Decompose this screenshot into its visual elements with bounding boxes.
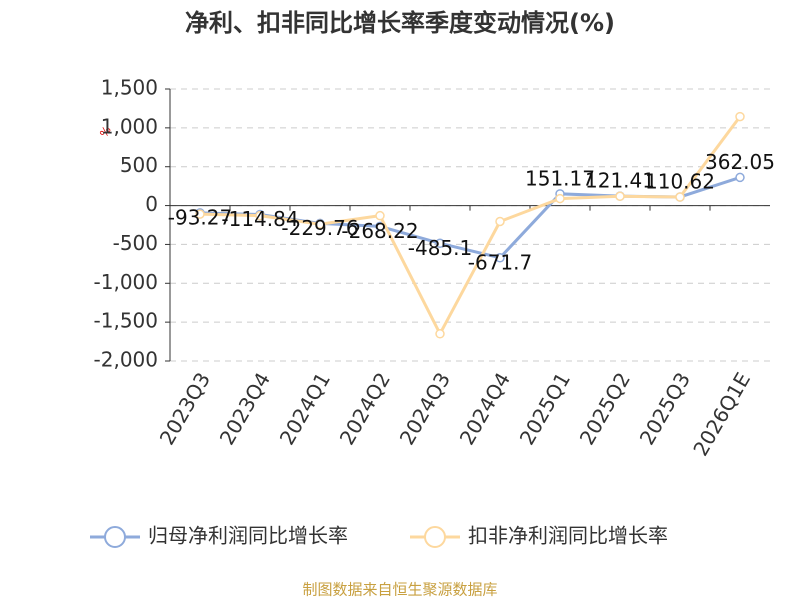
point [435, 238, 445, 249]
point [675, 192, 685, 202]
x-tick-label: 2025Q3 [635, 368, 695, 449]
legend-label: 归母净利润同比增长率 [148, 524, 348, 548]
y-tick-label: 1,500 [101, 76, 158, 100]
point [495, 253, 505, 263]
data-label: -485.1 [408, 236, 472, 260]
chart-title: 净利、扣非同比增长率季度变动情况(%) [185, 9, 615, 37]
legend-marker [424, 526, 446, 548]
point [435, 329, 445, 339]
y-tick-label: 500 [120, 153, 158, 177]
x-tick-label: 2023Q4 [215, 368, 275, 449]
y-tick-label: -1,000 [94, 270, 158, 294]
source-note: 制图数据来自恒生聚源数据库 [302, 581, 497, 599]
x-tick-label: 2026Q1E [688, 368, 755, 460]
point [495, 216, 505, 227]
x-tick-label: 2024Q1 [275, 368, 335, 449]
x-tick-label: 2025Q2 [575, 368, 635, 449]
y-tick-label: -1,500 [94, 309, 158, 333]
legend-marker [104, 526, 126, 548]
y-tick-label: 1,000 [101, 114, 158, 138]
data-label: 362.05 [705, 150, 775, 174]
data-label: 121.41 [585, 169, 655, 193]
data-label: -671.7 [468, 250, 532, 274]
data-label: -268.22 [341, 219, 418, 243]
point [615, 191, 625, 201]
point [375, 210, 385, 221]
series-line [199, 115, 742, 338]
x-tick-label: 2023Q3 [155, 368, 215, 449]
x-tick-label: 2025Q1 [515, 368, 575, 449]
data-label: -114.84 [221, 207, 298, 231]
y-tick-label: -2,000 [94, 348, 158, 372]
point [315, 219, 325, 229]
point [735, 111, 745, 122]
point [555, 193, 565, 204]
data-label: 151.17 [525, 166, 595, 190]
point [195, 209, 205, 219]
y-tick-label: 0 [145, 192, 158, 216]
x-tick-label: 2024Q2 [335, 368, 395, 449]
data-label: -229.76 [281, 216, 358, 240]
data-label: -93.27 [168, 205, 232, 229]
point [255, 210, 265, 221]
x-tick-label: 2024Q4 [455, 368, 515, 449]
y-tick-label: -500 [113, 231, 158, 255]
legend-label: 扣非净利润同比增长率 [468, 524, 668, 548]
point [735, 172, 745, 183]
x-tick-label: 2024Q3 [395, 368, 455, 449]
data-label: 110.62 [645, 169, 715, 193]
